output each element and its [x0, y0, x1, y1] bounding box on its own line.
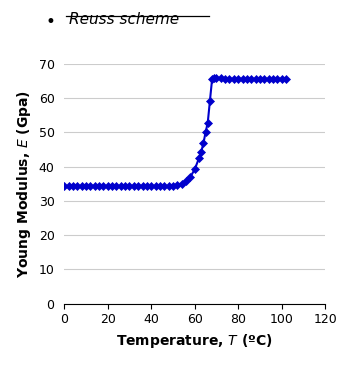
X-axis label: Temperature, $\mathbf{\it{T}}$ (ºC): Temperature, $\mathbf{\it{T}}$ (ºC) [117, 332, 273, 350]
Text: •: • [46, 13, 56, 31]
Text: Reuss scheme: Reuss scheme [69, 12, 179, 27]
Y-axis label: Young Modulus, $\mathbf{\it{E}}$ (Gpa): Young Modulus, $\mathbf{\it{E}}$ (Gpa) [15, 90, 33, 278]
